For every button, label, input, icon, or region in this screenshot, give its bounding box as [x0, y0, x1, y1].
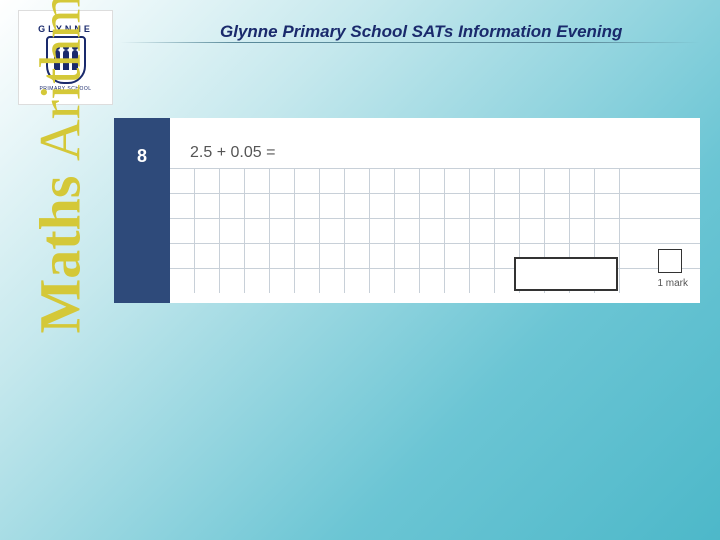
grid-cell	[220, 169, 245, 193]
grid-cell	[270, 269, 295, 293]
grid-cell	[195, 194, 220, 218]
grid-cell	[245, 194, 270, 218]
grid-cell	[345, 169, 370, 193]
grid-cell	[420, 269, 445, 293]
grid-cell	[595, 219, 620, 243]
grid-cell	[195, 219, 220, 243]
grid-cell	[545, 169, 570, 193]
grid-cell	[470, 194, 495, 218]
grid-cell	[195, 269, 220, 293]
grid-cell	[520, 169, 545, 193]
grid-cell	[320, 219, 345, 243]
grid-cell	[320, 169, 345, 193]
question-panel: 8 2.5 + 0.05 = 1 mark	[114, 118, 700, 303]
grid-cell	[395, 194, 420, 218]
grid-cell	[545, 194, 570, 218]
grid-cell	[345, 269, 370, 293]
grid-cell	[195, 169, 220, 193]
grid-cell	[245, 169, 270, 193]
grid-cell	[320, 194, 345, 218]
grid-cell	[495, 194, 520, 218]
grid-cell	[245, 219, 270, 243]
grid-cell	[570, 169, 595, 193]
grid-cell	[295, 219, 320, 243]
grid-cell	[220, 194, 245, 218]
grid-row	[170, 243, 700, 268]
grid-cell	[420, 194, 445, 218]
question-number-column: 8	[114, 118, 170, 303]
grid-cell	[445, 219, 470, 243]
grid-cell	[370, 244, 395, 268]
grid-cell	[420, 169, 445, 193]
grid-cell	[270, 169, 295, 193]
grid-cell	[395, 169, 420, 193]
grid-row	[170, 193, 700, 218]
grid-cell	[495, 219, 520, 243]
grid-cell	[245, 269, 270, 293]
grid-cell	[170, 244, 195, 268]
grid-cell	[395, 269, 420, 293]
working-grid	[170, 168, 700, 303]
grid-cell	[370, 169, 395, 193]
grid-cell	[295, 169, 320, 193]
grid-cell	[270, 194, 295, 218]
grid-cell	[170, 194, 195, 218]
grid-cell	[420, 219, 445, 243]
header-divider	[120, 42, 700, 43]
grid-cell	[595, 194, 620, 218]
grid-cell	[245, 244, 270, 268]
grid-cell	[470, 169, 495, 193]
question-text: 2.5 + 0.05 =	[190, 144, 700, 162]
grid-row	[170, 168, 700, 193]
grid-cell	[570, 219, 595, 243]
grid-cell	[495, 169, 520, 193]
grid-cell	[395, 244, 420, 268]
grid-cell	[445, 169, 470, 193]
grid-cell	[220, 219, 245, 243]
grid-cell	[445, 244, 470, 268]
grid-cell	[470, 219, 495, 243]
section-title-vertical: Maths Arithmetic	[27, 0, 94, 334]
grid-cell	[345, 194, 370, 218]
grid-cell	[295, 244, 320, 268]
grid-cell	[270, 244, 295, 268]
grid-row	[170, 218, 700, 243]
grid-cell	[345, 219, 370, 243]
grid-cell	[445, 194, 470, 218]
grid-cell	[470, 244, 495, 268]
section-title-bold: Maths	[28, 176, 93, 334]
grid-cell	[320, 269, 345, 293]
grid-cell	[170, 269, 195, 293]
answer-box	[514, 257, 618, 291]
grid-cell	[570, 194, 595, 218]
grid-cell	[295, 269, 320, 293]
grid-cell	[170, 169, 195, 193]
grid-cell	[370, 219, 395, 243]
mark-label: 1 mark	[657, 278, 688, 289]
grid-cell	[270, 219, 295, 243]
grid-cell	[195, 244, 220, 268]
question-number: 8	[114, 146, 170, 167]
mark-box	[658, 249, 682, 273]
grid-cell	[295, 194, 320, 218]
grid-cell	[420, 244, 445, 268]
grid-cell	[320, 244, 345, 268]
grid-cell	[445, 269, 470, 293]
grid-cell	[470, 269, 495, 293]
grid-cell	[395, 219, 420, 243]
grid-cell	[220, 269, 245, 293]
grid-cell	[370, 269, 395, 293]
question-body: 2.5 + 0.05 = 1 mark	[170, 118, 700, 303]
grid-cell	[520, 219, 545, 243]
grid-row	[170, 268, 700, 293]
grid-cell	[370, 194, 395, 218]
grid-cell	[545, 219, 570, 243]
grid-cell	[345, 244, 370, 268]
grid-cell	[220, 244, 245, 268]
section-title-light: Arithmetic	[28, 0, 93, 161]
grid-cell	[170, 219, 195, 243]
grid-cell	[595, 169, 620, 193]
grid-cell	[520, 194, 545, 218]
page-title: Glynne Primary School SATs Information E…	[220, 22, 622, 42]
